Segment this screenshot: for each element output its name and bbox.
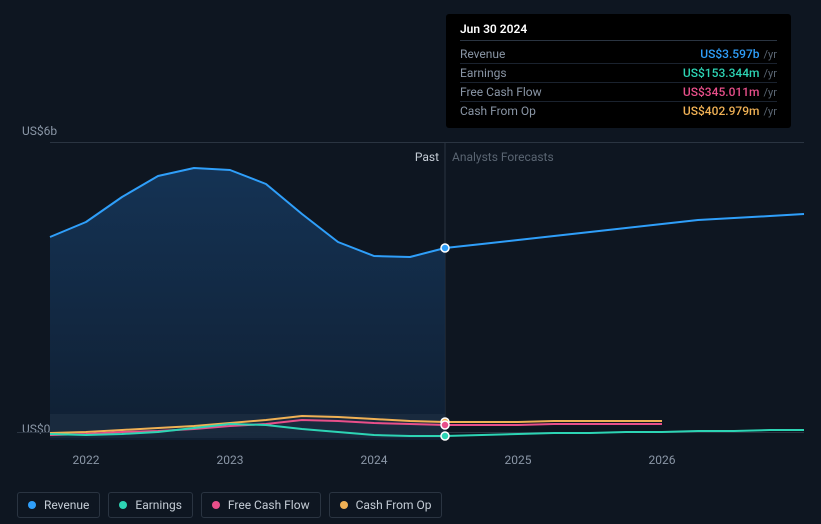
legend-dot bbox=[119, 501, 127, 509]
x-axis-label: 2024 bbox=[361, 453, 388, 467]
x-axis-label: 2022 bbox=[73, 453, 100, 467]
tooltip-label: Cash From Op bbox=[460, 104, 536, 118]
chart-container: Jun 30 2024 Revenue US$3.597b/yr Earnings U… bbox=[0, 0, 821, 524]
tooltip-value: US$345.011m bbox=[683, 85, 760, 99]
tooltip-value: US$3.597b bbox=[700, 47, 759, 61]
tooltip-unit: /yr bbox=[764, 48, 777, 61]
legend-label: Revenue bbox=[44, 498, 89, 512]
legend-item[interactable]: Free Cash Flow bbox=[201, 492, 321, 518]
tooltip-row: Free Cash Flow US$345.011m/yr bbox=[460, 83, 777, 102]
legend-label: Free Cash Flow bbox=[228, 498, 310, 512]
tooltip-unit: /yr bbox=[764, 105, 777, 118]
tooltip-label: Revenue bbox=[460, 47, 505, 61]
chart-svg bbox=[50, 142, 804, 440]
tooltip-value: US$402.979m bbox=[683, 104, 760, 118]
x-axis-label: 2023 bbox=[217, 453, 244, 467]
legend: Revenue Earnings Free Cash Flow Cash From O… bbox=[17, 492, 442, 518]
x-axis-label: 2025 bbox=[505, 453, 532, 467]
tooltip-row: Revenue US$3.597b/yr bbox=[460, 45, 777, 64]
tooltip-unit: /yr bbox=[764, 86, 777, 99]
legend-label: Earnings bbox=[135, 498, 182, 512]
tooltip-unit: /yr bbox=[764, 67, 777, 80]
legend-dot bbox=[340, 501, 348, 509]
legend-item[interactable]: Revenue bbox=[17, 492, 100, 518]
tooltip-label: Free Cash Flow bbox=[460, 85, 542, 99]
tooltip-row: Cash From Op US$402.979m/yr bbox=[460, 102, 777, 120]
legend-label: Cash From Op bbox=[356, 498, 432, 512]
tooltip-row: Earnings US$153.344m/yr bbox=[460, 64, 777, 83]
y-axis-label: US$6b bbox=[22, 124, 57, 138]
y-axis-label: US$0 bbox=[22, 422, 50, 436]
x-axis-label: 2026 bbox=[649, 453, 676, 467]
legend-dot bbox=[28, 501, 36, 509]
tooltip: Jun 30 2024 Revenue US$3.597b/yr Earnings U… bbox=[446, 14, 791, 128]
legend-item[interactable]: Cash From Op bbox=[329, 492, 443, 518]
tooltip-rows: Revenue US$3.597b/yr Earnings US$153.344m/y… bbox=[460, 45, 777, 120]
tooltip-value: US$153.344m bbox=[683, 66, 760, 80]
legend-dot bbox=[212, 501, 220, 509]
tooltip-title: Jun 30 2024 bbox=[460, 22, 777, 41]
tooltip-label: Earnings bbox=[460, 66, 507, 80]
legend-item[interactable]: Earnings bbox=[108, 492, 193, 518]
